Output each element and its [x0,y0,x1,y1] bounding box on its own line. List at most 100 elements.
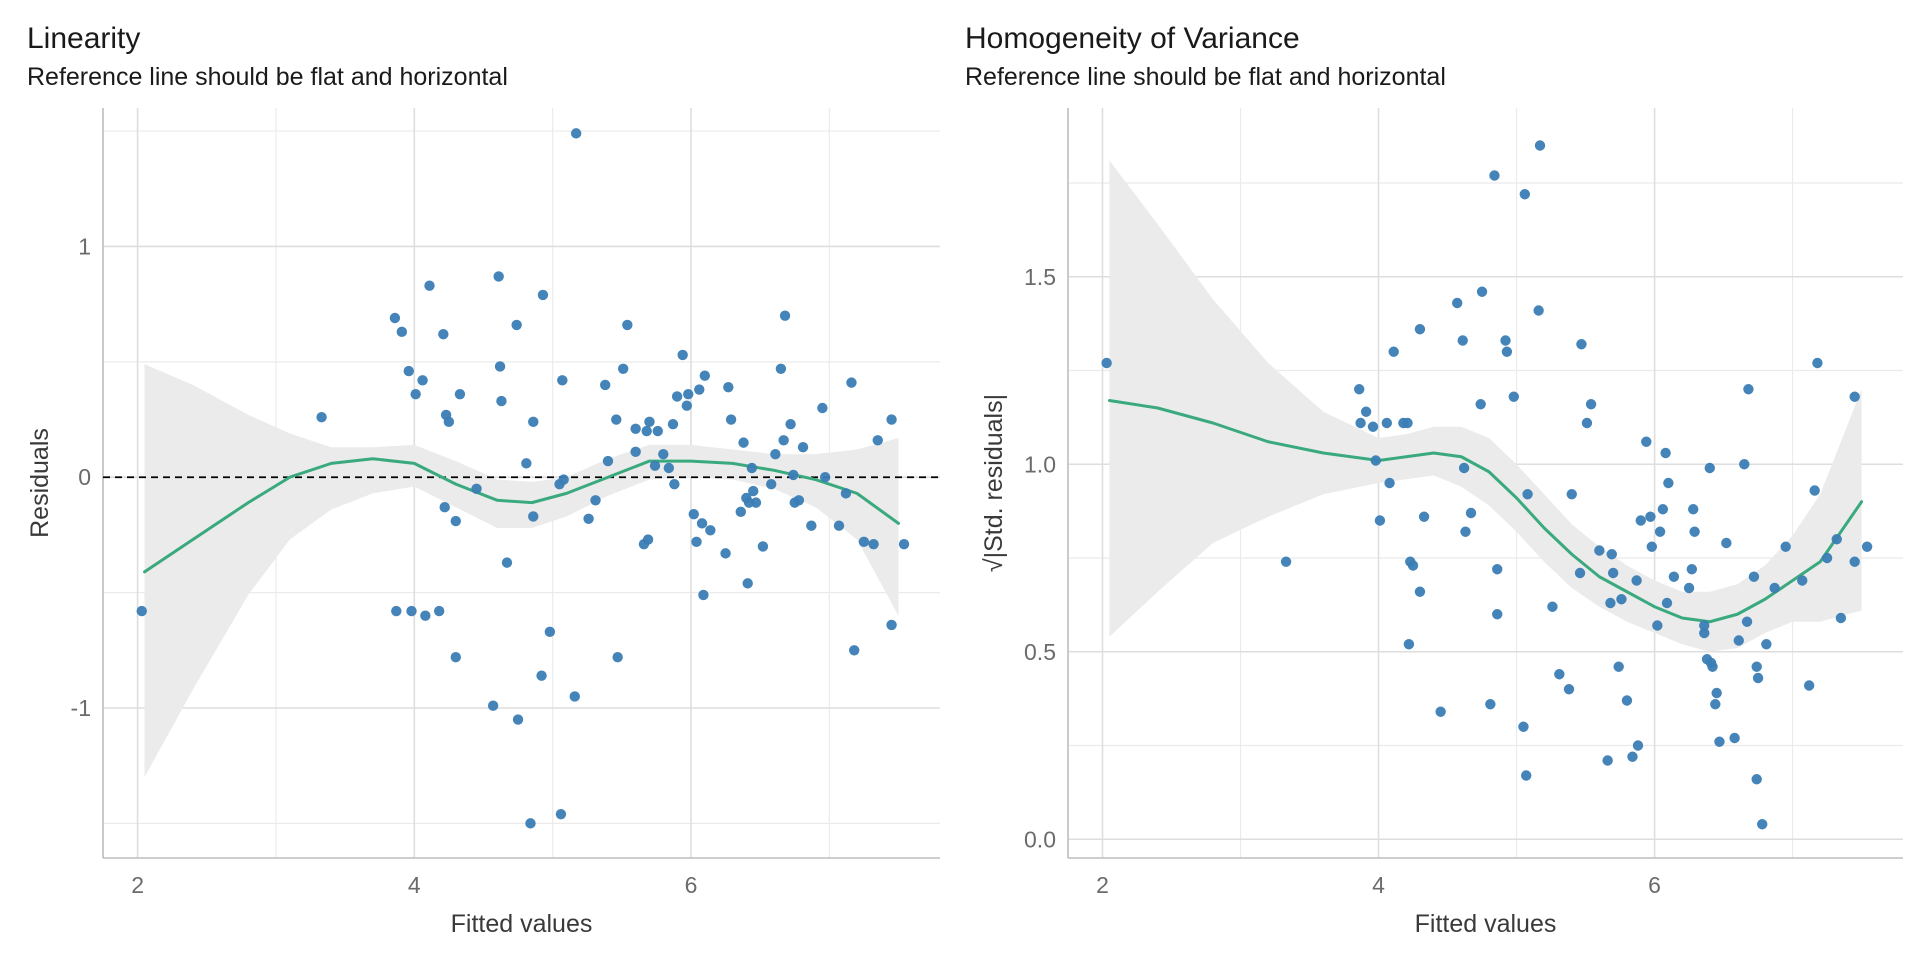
homogeneity-data-point [1704,462,1715,474]
homogeneity-data-point [1714,736,1725,747]
homogeneity-data-point [1370,455,1381,466]
linearity-panel: 2 4 6 -1 0 1 Fitted values Residuals [26,108,940,938]
linearity-data-point [512,714,524,725]
linearity-x-tick-label: 6 [685,872,698,898]
homogeneity-data-point [1627,751,1638,762]
linearity-data-point [699,370,711,381]
homogeneity-data-point [1594,545,1605,556]
homogeneity-smooth-line [1107,399,1864,624]
linearity-data-point [391,605,402,617]
homogeneity-data-point [1489,170,1500,181]
homogeneity-data-point [1689,526,1700,537]
linearity-data-point [658,448,669,460]
homogeneity-data-point [1384,477,1395,489]
homogeneity-data-point [1621,695,1633,706]
homogeneity-panel: 2 4 6 0.0 0.5 1.0 1.5 Fitted values √|Std. resid… [980,108,1903,938]
homogeneity-data-point [1574,567,1586,579]
linearity-data-point [555,808,567,820]
linearity-data-point [528,511,539,522]
homogeneity-data-point [1849,556,1860,567]
linearity-data-point [642,534,654,545]
homogeneity-data-point [1821,552,1833,564]
homogeneity-data-point [1739,459,1750,470]
linearity-data-point [649,460,661,471]
linearity-data-point [725,414,737,425]
homogeneity-data-point [1635,515,1646,526]
linearity-data-point [525,818,536,829]
linearity-data-point [738,437,749,448]
homogeneity-data-point [1576,339,1587,350]
homogeneity-data-point [1581,417,1593,429]
homogeneity-data-point [1710,699,1721,710]
homogeneity-data-point [1522,489,1533,500]
homogeneity-y-axis-title: √|Std. residuals| [980,394,1008,572]
homogeneity-data-point [1554,669,1565,680]
linearity-data-point [742,578,753,589]
homogeneity-data-point [1613,661,1624,672]
linearity-data-point [316,412,327,423]
homogeneity-data-point [1849,391,1860,402]
linearity-data-point [819,472,831,483]
homogeneity-data-point [1721,537,1732,549]
linearity-data-point [454,388,466,400]
homogeneity-x-tick-label: 2 [1096,872,1109,898]
linearity-data-point [691,536,702,548]
linearity-data-point [886,619,897,631]
homogeneity-data-point [1355,417,1366,429]
linearity-data-point [420,610,431,621]
homogeneity-data-point [1407,560,1419,571]
linearity-data-point [611,414,622,425]
linearity-data-point [681,400,693,411]
homogeneity-data-point [1751,661,1762,672]
linearity-data-point [630,446,641,458]
homogeneity-data-point [1733,635,1744,646]
homogeneity-data-point [1699,620,1710,631]
homogeneity-data-point [1743,384,1754,395]
homogeneity-data-point [1699,627,1710,639]
linearity-data-point [688,508,699,520]
homogeneity-data-point [1521,770,1532,781]
linearity-data-point [858,536,870,548]
linearity-data-point [779,310,791,321]
linearity-data-point [898,538,910,550]
linearity-data-point [641,425,652,437]
homogeneity-data-point [1654,526,1666,537]
homogeneity-data-point [1501,346,1513,357]
homogeneity-data-point [1414,586,1426,597]
linearity-data-point [410,388,421,400]
linearity-smooth-line [143,457,900,574]
homogeneity-data-point [1465,507,1477,519]
linearity-x-axis-title: Fitted values [451,910,593,938]
linearity-data-point [748,485,759,497]
homogeneity-data-point [1780,541,1791,552]
linearity-data-point [494,361,506,372]
linearity-data-point [788,469,799,481]
homogeneity-data-point [1585,399,1597,410]
homogeneity-data-point [1707,661,1718,672]
homogeneity-data-point [1831,534,1842,545]
homogeneity-data-point [1605,597,1616,609]
linearity-data-point [602,455,614,467]
linearity-data-point [590,495,601,506]
homogeneity-data-point [1752,672,1764,684]
linearity-data-point [663,462,675,474]
linearity-data-point [757,541,769,552]
linearity-data-point [840,488,852,499]
linearity-data-point [570,128,582,139]
homogeneity-data-point [1457,335,1468,346]
linearity-data-point [644,416,655,428]
linearity-data-point [833,520,845,531]
homogeneity-data-point [1751,774,1762,785]
linearity-data-point [849,645,860,656]
homogeneity-data-point [1657,504,1669,515]
linearity-data-point [528,416,539,428]
linearity-x-tick-label: 4 [408,872,421,898]
homogeneity-data-point [1652,620,1663,631]
homogeneity-data-point [1602,755,1613,766]
linearity-data-point [766,478,777,490]
linearity-data-point [569,691,580,702]
homogeneity-data-point [1458,462,1470,474]
homogeneity-data-point [1354,384,1365,395]
